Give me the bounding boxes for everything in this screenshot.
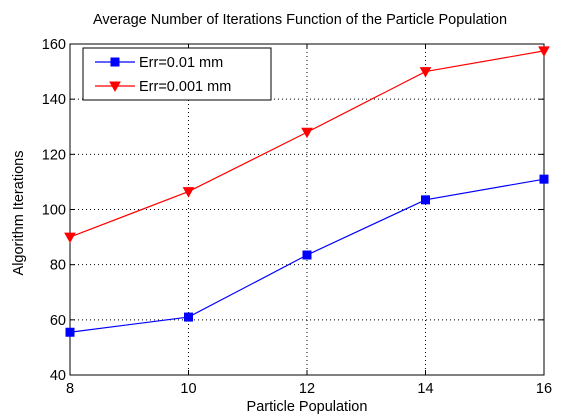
series-2-point xyxy=(301,127,313,139)
legend-marker-2 xyxy=(109,81,121,93)
y-tick-label: 120 xyxy=(42,147,66,163)
y-axis-label: Algorithm Iterations xyxy=(11,150,27,276)
x-tick-label: 14 xyxy=(417,381,433,397)
legend-label-1: Err=0.01 mm xyxy=(139,55,223,71)
legend-box xyxy=(82,47,272,101)
y-tick-label: 100 xyxy=(42,203,66,219)
x-tick-label: 10 xyxy=(180,381,196,397)
y-tick-label: 160 xyxy=(42,37,66,53)
series-2-point xyxy=(419,67,432,78)
x-tick-label: 12 xyxy=(299,381,315,397)
y-tick-label: 60 xyxy=(50,313,66,329)
x-tick-label: 8 xyxy=(66,381,74,397)
series-1-point xyxy=(539,174,549,184)
legend-marker-1 xyxy=(110,57,120,67)
x-axis-label: Particle Population xyxy=(246,399,368,415)
series-2-point xyxy=(64,232,76,244)
y-tick-label: 40 xyxy=(50,368,66,384)
chart-title: Average Number of Iterations Function of… xyxy=(92,12,508,28)
series-2-point xyxy=(182,187,195,198)
series-1-point xyxy=(302,250,312,260)
series-1-point xyxy=(421,195,430,205)
x-tick-label: 16 xyxy=(536,381,552,397)
y-tick-label: 80 xyxy=(50,258,66,274)
y-tick-label: 140 xyxy=(42,92,66,108)
legend-label-2: Err=0.001 mm xyxy=(139,79,231,95)
series-1-point xyxy=(184,312,193,322)
series-2-point xyxy=(538,46,550,57)
series-1-point xyxy=(65,327,75,337)
